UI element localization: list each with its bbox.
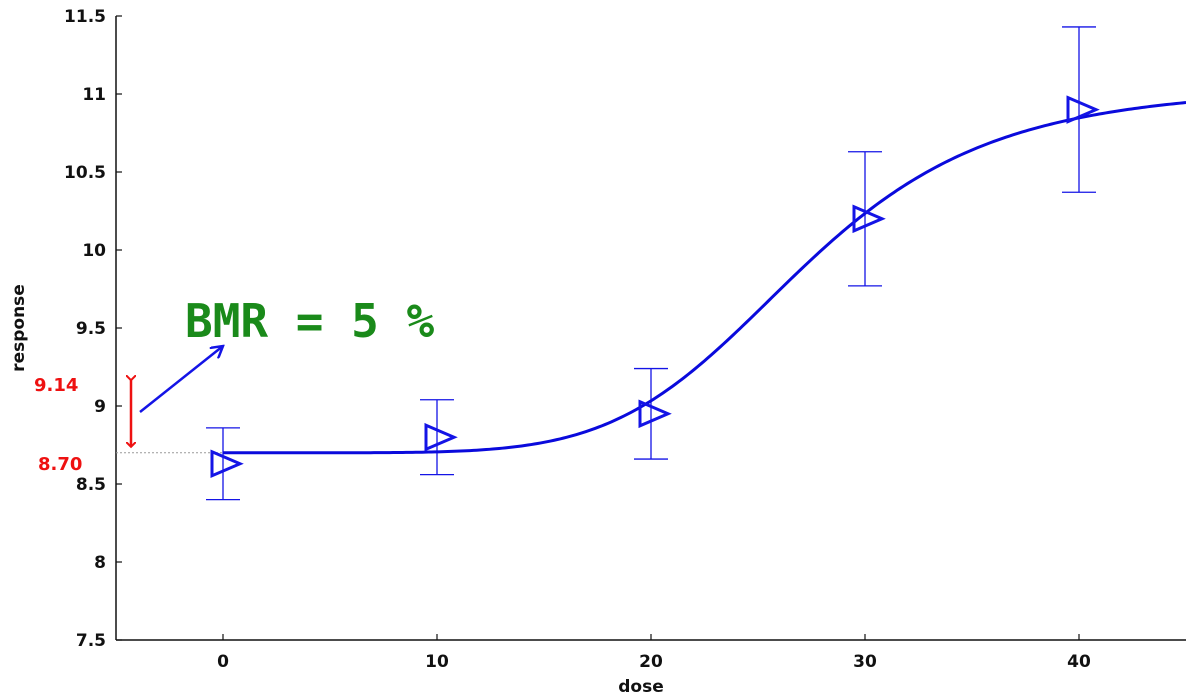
bmr-pointer-arrow	[139, 346, 223, 413]
x-tick-label: 20	[639, 652, 663, 672]
lower-value-label: 8.70	[38, 454, 82, 475]
bmr-label: BMR = 5 %	[185, 294, 435, 348]
data-point-marker	[1066, 95, 1100, 124]
x-ticks: 0 10 20 30 40	[217, 634, 1091, 672]
y-tick-label: 9	[94, 397, 106, 417]
y-tick-label: 10.5	[64, 163, 106, 183]
x-tick-label: 10	[425, 652, 449, 672]
fitted-curve	[223, 101, 1186, 455]
x-tick-label: 40	[1067, 652, 1091, 672]
y-ticks: 7.5 8 8.5 9 9.5 10 10.5 11 11.5	[64, 7, 122, 651]
data-point-marker	[852, 204, 886, 234]
y-tick-label: 11.5	[64, 7, 106, 27]
x-axis-label: dose	[618, 677, 664, 697]
x-tick-label: 0	[217, 652, 229, 672]
data-markers	[210, 95, 1100, 478]
data-point-marker	[424, 422, 458, 452]
upper-value-label: 9.14	[34, 375, 78, 396]
y-tick-label: 8	[94, 553, 106, 573]
y-tick-label: 11	[82, 85, 106, 105]
y-tick-label: 7.5	[76, 631, 106, 651]
data-point-marker	[638, 399, 672, 429]
annotations: 9.14 8.70 BMR = 5 %	[34, 294, 435, 475]
y-tick-label: 9.5	[76, 319, 106, 339]
axes: 7.5 8 8.5 9 9.5 10 10.5 11 11.5 0 10 20 30 40	[64, 7, 1186, 672]
error-bars	[206, 26, 1096, 501]
y-axis-label: response	[9, 284, 29, 372]
y-tick-label: 10	[82, 241, 106, 261]
y-tick-label: 8.5	[76, 475, 106, 495]
data-point-marker	[210, 449, 244, 478]
x-tick-label: 30	[853, 652, 877, 672]
